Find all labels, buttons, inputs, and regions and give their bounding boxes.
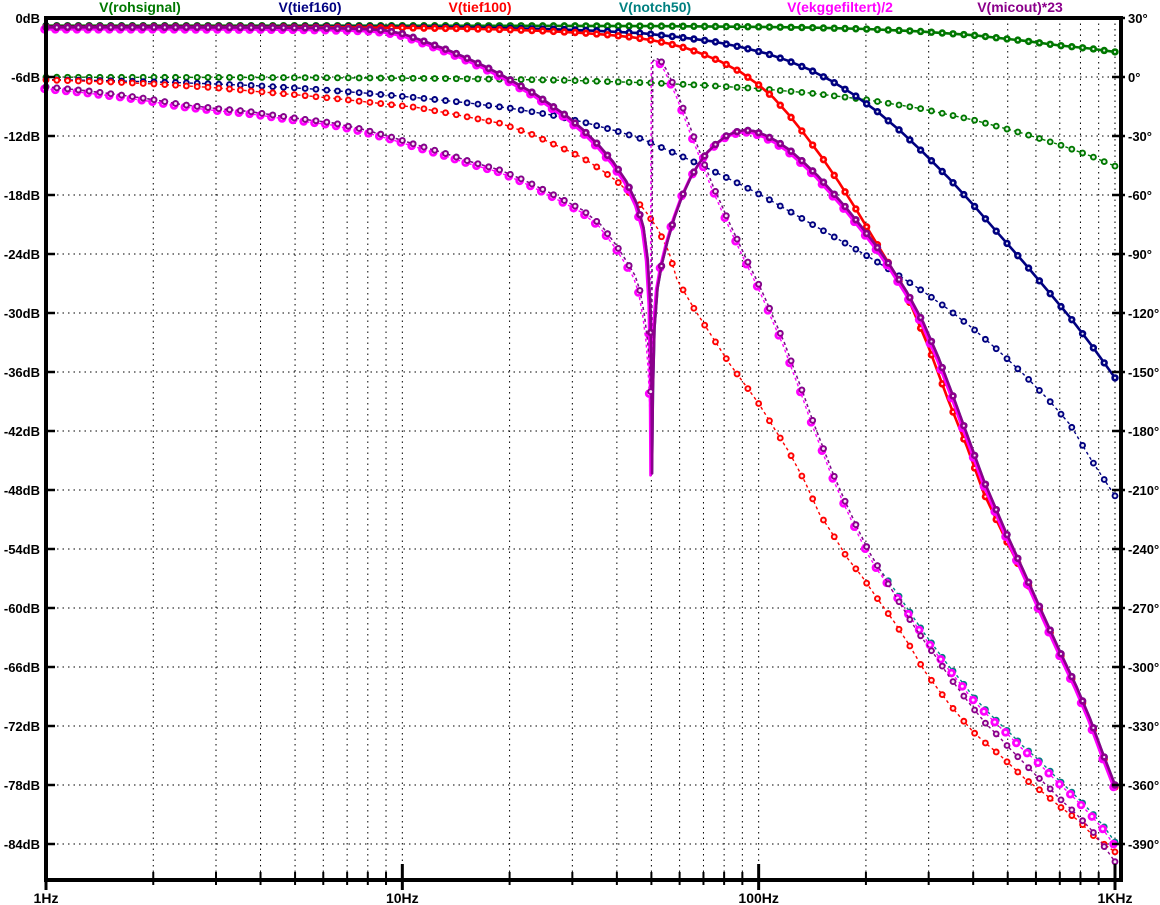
y-left-tick-label: -54dB — [4, 542, 40, 557]
y-right-tick-label: -390° — [1128, 837, 1159, 852]
x-axis-tick-label: 100Hz — [738, 890, 778, 905]
y-right-tick-label: -60° — [1128, 188, 1152, 203]
trace-markers-v-tief100-phase — [42, 76, 1119, 856]
y-left-tick-label: -78dB — [4, 778, 40, 793]
y-right-tick-label: 0° — [1128, 70, 1140, 85]
y-left-tick-label: -72dB — [4, 719, 40, 734]
y-left-tick-label: -6dB — [11, 70, 40, 85]
x-axis-tick-label: 1KHz — [1097, 890, 1132, 905]
legend-item-1[interactable]: V(rohsignal) — [99, 0, 181, 15]
y-right-tick-label: -270° — [1128, 601, 1159, 616]
y-left-tick-label: -12dB — [4, 129, 40, 144]
y-left-tick-label: -48dB — [4, 483, 40, 498]
y-right-tick-label: -360° — [1128, 778, 1159, 793]
y-left-tick-label: -18dB — [4, 188, 40, 203]
legend-item-3[interactable]: V(tief100) — [448, 0, 511, 15]
legend-item-4[interactable]: V(notch50) — [619, 0, 691, 15]
plot-border — [44, 16, 1123, 882]
y-right-tick-label: -240° — [1128, 542, 1159, 557]
y-left-tick-label: -36dB — [4, 365, 40, 380]
y-right-tick-label: -150° — [1128, 365, 1159, 380]
trace-markers-v-micout-23-magnitude — [42, 23, 1119, 789]
legend-item-6[interactable]: V(micout)*23 — [977, 0, 1063, 15]
y-left-tick-label: -24dB — [4, 247, 40, 262]
legend-item-2[interactable]: V(tief160) — [278, 0, 341, 15]
y-right-tick-label: -30° — [1128, 129, 1152, 144]
trace-line-v-rohsignal-phase — [45, 76, 1116, 167]
y-left-tick-label: 0dB — [15, 11, 40, 26]
x-axis-tick-label: 1Hz — [34, 890, 59, 905]
y-right-tick-label: -180° — [1128, 424, 1159, 439]
x-axis-tick-label: 10Hz — [386, 890, 419, 905]
y-left-tick-label: -60dB — [4, 601, 40, 616]
trace-markers-v-micout-23-phase — [42, 58, 1119, 866]
y-right-tick-label: 30° — [1128, 11, 1148, 26]
y-right-tick-label: -90° — [1128, 247, 1152, 262]
y-left-tick-label: -84dB — [4, 837, 40, 852]
y-right-tick-label: -330° — [1128, 719, 1159, 734]
legend-item-5[interactable]: V(ekggefiltert)/2 — [787, 0, 893, 15]
y-right-tick-label: -120° — [1128, 306, 1159, 321]
y-right-tick-label: -300° — [1128, 660, 1159, 675]
y-left-tick-label: -66dB — [4, 660, 40, 675]
y-right-tick-label: -210° — [1128, 483, 1159, 498]
y-left-tick-label: -30dB — [4, 306, 40, 321]
y-left-tick-label: -42dB — [4, 424, 40, 439]
